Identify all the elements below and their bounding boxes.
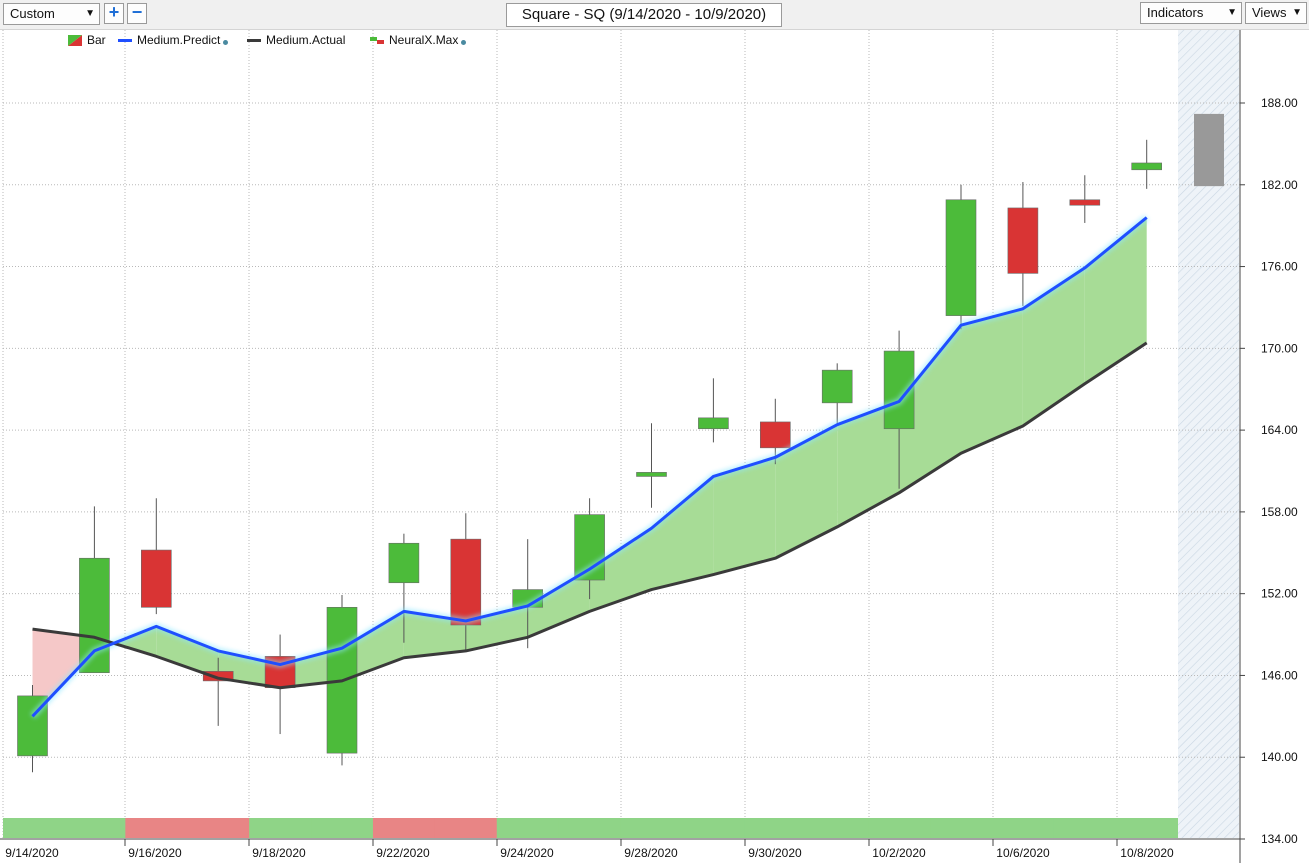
candle-body — [1069, 199, 1101, 206]
range-select[interactable]: Custom ▼ — [3, 3, 100, 25]
legend-item-medium-predict[interactable]: Medium.Predict — [118, 33, 229, 47]
signal-strip-cell — [3, 818, 64, 838]
prediction-band-segment — [651, 476, 714, 590]
prediction-band-segment — [156, 626, 219, 679]
views-label: Views — [1252, 5, 1287, 20]
legend-item-bar[interactable]: Bar — [68, 33, 106, 47]
legend-label: Medium.Predict — [137, 33, 221, 47]
candle-body — [636, 472, 667, 477]
candle-body — [821, 369, 853, 404]
signal-strip-cell — [187, 818, 250, 838]
legend-label: NeuralX.Max — [389, 33, 459, 47]
prediction-band-segment — [899, 325, 961, 493]
range-select-value: Custom — [10, 6, 55, 21]
prediction-band-segment — [1022, 267, 1085, 427]
x-tick-label: 9/18/2020 — [252, 846, 306, 860]
chevron-down-icon: ▼ — [1292, 7, 1302, 18]
prediction-band-segment — [280, 648, 342, 688]
y-tick-label: 152.00 — [1261, 587, 1298, 601]
blue-line-icon — [118, 38, 132, 42]
signal-strip-cell — [1115, 818, 1178, 838]
dark-line-icon — [247, 38, 261, 42]
x-tick-label: 10/2/2020 — [872, 846, 926, 860]
prediction-band-segment — [589, 528, 652, 612]
zoom-in-button[interactable]: + — [104, 3, 124, 24]
y-tick-label: 188.00 — [1261, 96, 1298, 110]
x-tick-label: 9/22/2020 — [376, 846, 430, 860]
y-tick-label: 134.00 — [1261, 832, 1298, 846]
prediction-band-segment — [713, 457, 776, 575]
x-tick-label: 9/30/2020 — [748, 846, 802, 860]
signal-strip-cell — [558, 818, 622, 838]
signal-strip-cell — [1053, 818, 1117, 838]
chevron-down-icon: ▼ — [1227, 7, 1237, 18]
candle-body — [759, 421, 791, 449]
y-tick-label: 164.00 — [1261, 423, 1298, 437]
x-tick-label: 9/28/2020 — [624, 846, 678, 860]
prediction-band-segment — [837, 401, 900, 527]
candle-body — [945, 199, 977, 316]
signal-strip-cell — [930, 818, 993, 838]
predict-line-glow — [29, 214, 1149, 719]
prediction-band-segment — [961, 308, 1023, 454]
y-tick-label: 170.00 — [1261, 341, 1298, 355]
candle-body — [202, 671, 234, 682]
signal-strip-cell — [744, 818, 807, 838]
actual-line — [32, 341, 1148, 690]
indicators-label: Indicators — [1147, 5, 1204, 20]
candle-body — [1007, 207, 1039, 274]
candle-body — [698, 417, 729, 430]
candle-body — [388, 542, 420, 584]
y-tick-label: 146.00 — [1261, 668, 1298, 682]
prediction-band-segment — [32, 629, 95, 717]
views-dropdown[interactable]: Views ▼ — [1245, 2, 1307, 24]
settings-dot-icon[interactable] — [461, 40, 467, 45]
x-tick-label: 9/14/2020 — [5, 846, 59, 860]
candle-icon — [68, 35, 82, 47]
x-tick-label: 9/16/2020 — [128, 846, 182, 860]
signal-strip-cell — [63, 818, 126, 838]
forecast-bar — [1194, 113, 1224, 187]
zoom-out-button[interactable]: − — [127, 3, 147, 24]
legend-label: Medium.Actual — [266, 33, 346, 47]
neural-bar-icon — [370, 37, 384, 45]
chart-title: Square - SQ (9/14/2020 - 10/9/2020) — [506, 3, 782, 27]
prediction-band-segment — [218, 650, 281, 688]
signal-strip-cell — [991, 818, 1055, 838]
x-tick-label: 10/6/2020 — [996, 846, 1050, 860]
y-tick-label: 158.00 — [1261, 505, 1298, 519]
indicators-dropdown[interactable]: Indicators ▼ — [1140, 2, 1242, 24]
settings-dot-icon[interactable] — [223, 40, 229, 45]
y-tick-label: 182.00 — [1261, 178, 1298, 192]
signal-strip-cell — [496, 818, 560, 838]
signal-strip-cell — [372, 818, 436, 838]
chevron-down-icon: ▼ — [85, 8, 95, 19]
candle-body — [1131, 162, 1162, 171]
prediction-band-segment — [527, 569, 590, 638]
x-tick-label: 10/8/2020 — [1120, 846, 1174, 860]
y-tick-label: 176.00 — [1261, 260, 1298, 274]
prediction-band-segment — [775, 424, 838, 559]
signal-strip-cell — [620, 818, 683, 838]
legend-label: Bar — [87, 33, 106, 47]
toolbar: Custom ▼ + − Square - SQ (9/14/2020 - 10… — [0, 0, 1309, 30]
prediction-band-segment — [342, 611, 404, 681]
signal-strip-cell — [249, 818, 312, 838]
signal-strip-cell — [682, 818, 745, 838]
predict-line — [31, 216, 1148, 718]
legend-item-neuralx-max[interactable]: NeuralX.Max — [370, 33, 467, 47]
candle-body — [141, 549, 172, 608]
signal-strip-cell — [868, 818, 931, 838]
signal-strip-cell — [125, 818, 188, 838]
legend-item-medium-actual[interactable]: Medium.Actual — [247, 33, 345, 47]
signal-strip-cell — [806, 818, 869, 838]
signal-strip-cell — [434, 818, 498, 838]
x-tick-label: 9/24/2020 — [500, 846, 554, 860]
prediction-band-segment — [403, 611, 466, 658]
y-tick-label: 140.00 — [1261, 750, 1298, 764]
candle-body — [450, 538, 482, 626]
signal-strip-cell — [311, 818, 374, 838]
